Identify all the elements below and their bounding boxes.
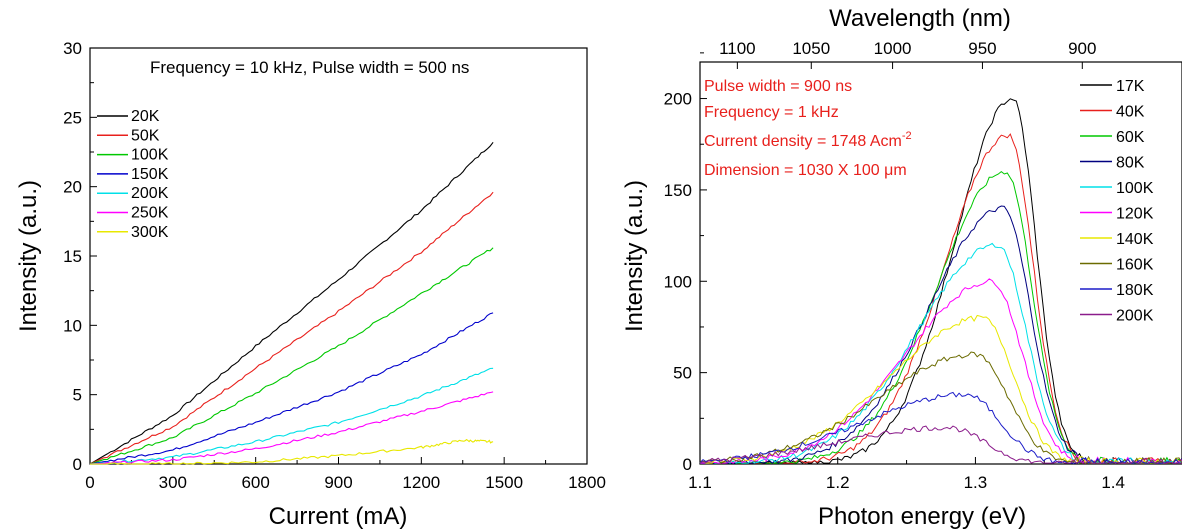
right-series-line-140K bbox=[699, 314, 1182, 465]
left-series-line-200K bbox=[89, 367, 494, 465]
left-legend-label-250K: 250K bbox=[131, 205, 169, 222]
right-x-tick-label: 1.1 bbox=[688, 473, 712, 492]
left-y-tick-label: 15 bbox=[63, 247, 82, 266]
right-x-tick-label: 1.2 bbox=[826, 473, 850, 492]
right-annotation-frequency: Frequency = 1 kHz bbox=[704, 104, 839, 121]
right-top-tick-label: 1100 bbox=[719, 39, 756, 58]
right-y-tick-label: 0 bbox=[683, 455, 692, 474]
left-annotation: Frequency = 10 kHz, Pulse width = 500 ns bbox=[150, 58, 469, 77]
right-annotation-dimension: Dimension = 1030 X 100 μm bbox=[704, 162, 907, 179]
left-legend-label-100K: 100K bbox=[131, 147, 169, 164]
left-series-line-20K bbox=[89, 141, 494, 465]
right-legend-label-160K: 160K bbox=[1116, 257, 1154, 274]
left-y-tick-label: 10 bbox=[63, 316, 82, 335]
left-legend-label-20K: 20K bbox=[131, 108, 160, 125]
right-series-line-200K bbox=[699, 425, 1182, 464]
right-annotation-current-density: Current density = 1748 Acm-2 bbox=[704, 130, 912, 150]
right-legend-label-140K: 140K bbox=[1116, 231, 1154, 248]
right-series-line-160K bbox=[699, 351, 1182, 464]
left-x-axis-title: Current (mA) bbox=[269, 503, 408, 530]
left-plot-frame bbox=[89, 47, 588, 465]
left-series-line-300K bbox=[90, 438, 494, 465]
left-x-tick-label: 900 bbox=[324, 473, 352, 492]
right-annotation-pulse: Pulse width = 900 ns bbox=[704, 78, 852, 95]
right-legend-label-120K: 120K bbox=[1116, 206, 1154, 223]
left-chart: 0 300 600 900 1200 1500 1800 0 5 10 15 20 25 30 Frequ… bbox=[15, 39, 606, 530]
right-legend-label-100K: 100K bbox=[1116, 180, 1154, 197]
left-y-tick-label: 5 bbox=[73, 386, 82, 405]
left-x-tick-label: 1800 bbox=[568, 473, 606, 492]
right-top-axis-title: Wavelength (nm) bbox=[829, 5, 1011, 32]
left-legend-label-300K: 300K bbox=[131, 224, 169, 241]
right-annotation-current-density-text: Current density = 1748 Acm bbox=[704, 133, 902, 150]
right-legend-label-17K: 17K bbox=[1116, 78, 1145, 95]
left-legend-label-150K: 150K bbox=[131, 166, 169, 183]
left-x-tick-label: 1500 bbox=[485, 473, 523, 492]
left-x-tick-label: 0 bbox=[85, 473, 94, 492]
right-y-tick-label: 200 bbox=[664, 90, 692, 109]
right-series-line-60K bbox=[699, 170, 1182, 465]
right-series-line-180K bbox=[699, 391, 1182, 464]
right-series-line-80K bbox=[700, 205, 1182, 464]
left-y-tick-label: 20 bbox=[63, 178, 82, 197]
left-y-axis-title: Intensity (a.u.) bbox=[15, 180, 42, 332]
right-series-line-40K bbox=[699, 133, 1182, 464]
right-legend-label-200K: 200K bbox=[1116, 308, 1154, 325]
left-y-tick-label: 30 bbox=[63, 39, 82, 58]
right-series-line-120K bbox=[700, 278, 1182, 465]
left-legend-label-50K: 50K bbox=[131, 127, 160, 144]
right-x-tick-label: 1.3 bbox=[964, 473, 988, 492]
right-legend-label-40K: 40K bbox=[1116, 104, 1145, 121]
right-top-tick-label: 1000 bbox=[874, 39, 912, 58]
right-legend-label-180K: 180K bbox=[1116, 282, 1154, 299]
right-series-line-17K bbox=[699, 98, 1182, 464]
left-legend-label-200K: 200K bbox=[131, 185, 169, 202]
left-y-tick-label: 0 bbox=[73, 455, 82, 474]
left-series-line-250K bbox=[89, 391, 494, 465]
right-plot-frame bbox=[699, 61, 1182, 465]
right-y-tick-label: 150 bbox=[664, 181, 692, 200]
left-x-tick-label: 600 bbox=[241, 473, 269, 492]
right-top-tick-label: 900 bbox=[1068, 39, 1096, 58]
right-top-tick-label: 950 bbox=[968, 39, 996, 58]
right-y-tick-label: 100 bbox=[664, 272, 692, 291]
left-x-tick-label: 300 bbox=[159, 473, 187, 492]
right-legend-label-80K: 80K bbox=[1116, 155, 1145, 172]
left-series-line-100K bbox=[89, 247, 494, 465]
right-x-tick-label: 1.4 bbox=[1101, 473, 1125, 492]
right-legend-label-60K: 60K bbox=[1116, 129, 1145, 146]
right-x-axis-title: Photon energy (eV) bbox=[818, 503, 1026, 530]
left-y-tick-label: 25 bbox=[63, 108, 82, 127]
right-annotation-superscript: -2 bbox=[902, 130, 912, 142]
right-y-tick-label: 50 bbox=[673, 364, 692, 383]
right-chart: 1.1 1.2 1.3 1.4 0 50 100 150 200 1100 1050 1000 950 9… bbox=[621, 5, 1182, 530]
left-series-line-50K bbox=[89, 191, 494, 465]
right-top-tick-label: 1050 bbox=[792, 39, 830, 58]
left-x-tick-label: 1200 bbox=[402, 473, 440, 492]
right-y-axis-title: Intensity (a.u.) bbox=[621, 180, 648, 332]
left-series-line-150K bbox=[89, 312, 494, 465]
